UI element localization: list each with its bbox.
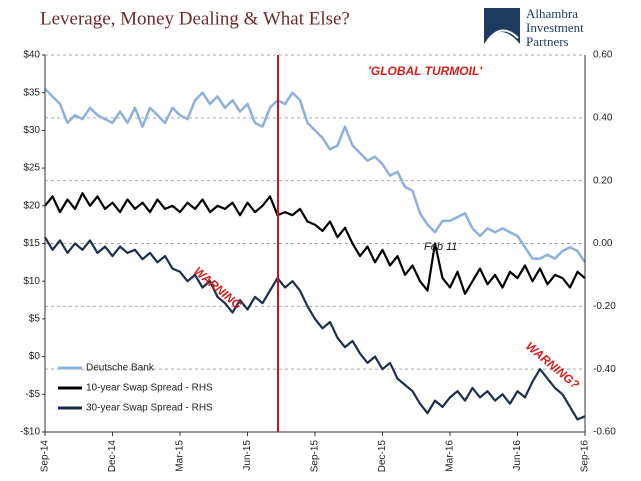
series-line [44, 192, 586, 295]
y2-tick-label: 0.60 [593, 50, 613, 61]
annotation: WARNING [191, 264, 244, 312]
x-tick-label: Jun-15 [242, 440, 253, 471]
y2-tick-label: 0.00 [593, 238, 613, 249]
legend-label: Deutsche Bank [86, 363, 155, 374]
y-tick-label: $20 [23, 200, 40, 211]
logo-icon [484, 8, 520, 44]
y-tick-label: $10 [23, 276, 40, 287]
x-tick-label: Sep-14 [40, 440, 51, 473]
y-tick-label: -$10 [20, 427, 40, 438]
y-tick-label: $25 [23, 163, 40, 174]
logo-swoosh [487, 29, 519, 41]
y2-tick-label: -0.60 [593, 427, 616, 438]
series [44, 88, 587, 421]
y2-tick-label: -0.40 [593, 364, 616, 375]
y-tick-label: $15 [23, 238, 40, 249]
y-tick-label: $40 [23, 50, 40, 61]
logo: Alhambra Investment Partners [484, 6, 584, 49]
x-tick-label: Dec-15 [377, 440, 388, 473]
grid [45, 54, 585, 433]
x-tick-label: Mar-16 [445, 440, 456, 472]
legend: Deutsche Bank 10-year Swap Spread - RHS 30… [58, 363, 213, 414]
legend-label: 30-year Swap Spread - RHS [86, 403, 213, 414]
y2-tick-label: 0.20 [593, 175, 613, 186]
logo-text: Alhambra [526, 6, 578, 21]
x-tick-label: Jun-16 [512, 440, 523, 471]
x-tick-label: Sep-15 [310, 440, 321, 473]
series-line [44, 88, 587, 264]
y-tick-label: $30 [23, 125, 40, 136]
series-line [44, 236, 586, 421]
y2-tick-label: 0.40 [593, 112, 613, 123]
y2-tick-label: -0.20 [593, 301, 616, 312]
legend-label: 10-year Swap Spread - RHS [86, 383, 213, 394]
chart-title: Leverage, Money Dealing & What Else? [40, 8, 350, 29]
y-tick-label: $35 [23, 87, 40, 98]
logo-text: Partners [526, 34, 569, 49]
annotation: 'GLOBAL TURMOIL' [368, 64, 483, 78]
logo-text: Investment [526, 20, 584, 35]
x-tick-label: Dec-14 [107, 440, 118, 473]
x-tick-label: Mar-15 [175, 440, 186, 472]
annotation: Feb 11 [424, 241, 457, 253]
x-tick-label: Sep-16 [580, 440, 591, 473]
y-tick-label: -$5 [26, 389, 41, 400]
y-tick-label: $0 [29, 351, 41, 362]
y-tick-label: $5 [29, 314, 41, 325]
